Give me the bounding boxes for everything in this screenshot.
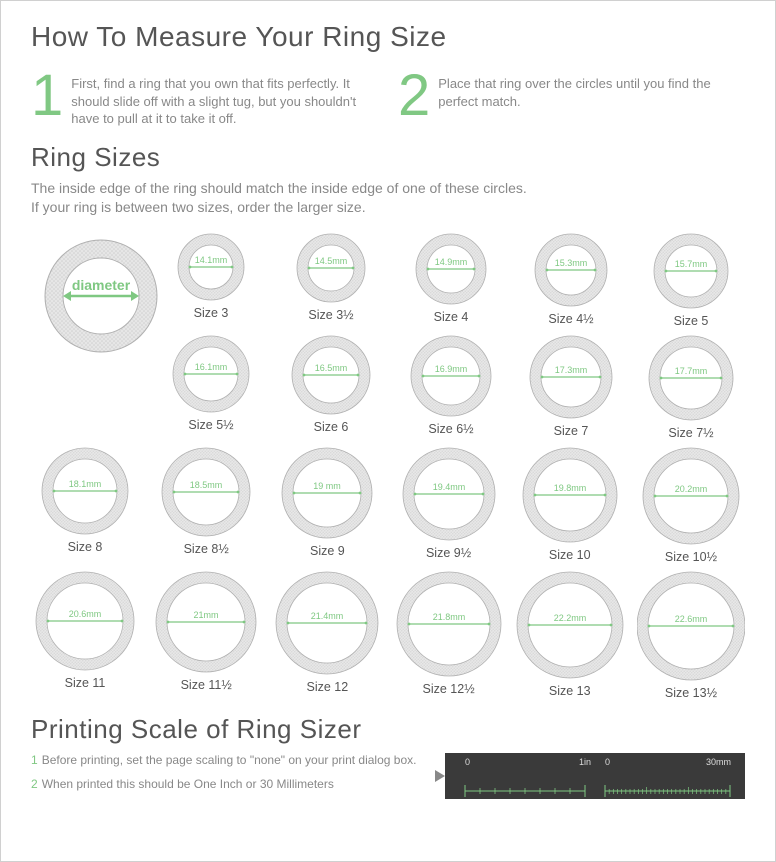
step-2-number: 2 (398, 71, 430, 120)
ring-mm-label: 22.2mm (553, 613, 586, 623)
ring-size-label: Size 11½ (181, 678, 232, 692)
printing-step: 1 Before printing, set the page scaling t… (31, 751, 425, 769)
ring-size-label: Size 7 (554, 424, 589, 438)
ring-cell: 22.6mm Size 13½ (637, 570, 745, 700)
ring-cell: 17.3mm Size 7 (517, 334, 625, 440)
ring-mm-label: 19.8mm (553, 483, 586, 493)
ring-cell: 17.7mm Size 7½ (637, 334, 745, 440)
ring-mm-label: 14.9mm (435, 257, 468, 267)
ring-size-label: Size 5½ (188, 418, 233, 432)
ring-cell: 18.5mm Size 8½ (152, 446, 260, 564)
printing-step-num: 1 (31, 753, 38, 767)
ring-mm-label: 14.1mm (195, 255, 228, 265)
steps-row: 1 First, find a ring that you own that f… (31, 71, 745, 128)
ring-mm-label: 19.4mm (432, 482, 465, 492)
ring-cell: 16.9mm Size 6½ (397, 334, 505, 440)
svg-text:30mm: 30mm (706, 757, 731, 767)
ring-cell: 21.4mm Size 12 (273, 570, 381, 700)
ring-mm-label: 18.5mm (190, 480, 223, 490)
printing-title: Printing Scale of Ring Sizer (31, 714, 745, 745)
ring-size-label: Size 10½ (665, 550, 717, 564)
ring-mm-label: 21.4mm (311, 611, 344, 621)
ring-cell: 18.1mm Size 8 (31, 446, 139, 564)
ring-mm-label: 22.6mm (675, 614, 708, 624)
ring-size-label: Size 10 (549, 548, 591, 562)
ring-mm-label: 15.3mm (555, 258, 588, 268)
printing-steps-list: 1 Before printing, set the page scaling t… (31, 751, 425, 793)
ring-cell: 20.2mm Size 10½ (637, 446, 745, 564)
step-1-number: 1 (31, 71, 63, 120)
scale-ruler: 0 1in 0 30mm (445, 753, 745, 799)
ring-size-label: Size 12½ (423, 682, 475, 696)
ring-mm-label: 19 mm (314, 481, 342, 491)
ring-mm-label: 18.1mm (69, 479, 102, 489)
ring-size-label: Size 6½ (428, 422, 473, 436)
ring-size-label: Size 5 (674, 314, 709, 328)
printing-step-text: Before printing, set the page scaling to… (42, 753, 417, 767)
ring-cell: 15.7mm Size 5 (637, 232, 745, 328)
svg-text:0: 0 (465, 757, 470, 767)
ring-sizes-title: Ring Sizes (31, 142, 745, 173)
ring-size-label: Size 7½ (668, 426, 713, 440)
ring-cell: 19.8mm Size 10 (516, 446, 624, 564)
ring-cell: 15.3mm Size 4½ (517, 232, 625, 328)
svg-text:0: 0 (605, 757, 610, 767)
ring-cell: 20.6mm Size 11 (31, 570, 139, 700)
ring-mm-label: 16.1mm (195, 362, 228, 372)
ring-cell: 21mm Size 11½ (152, 570, 260, 700)
printing-step: 2 When printed this should be One Inch or… (31, 775, 425, 793)
ring-sizes-desc: The inside edge of the ring should match… (31, 179, 745, 218)
ring-mm-label: 16.5mm (315, 363, 348, 373)
printing-step-num: 2 (31, 777, 38, 791)
step-2: 2 Place that ring over the circles until… (398, 71, 745, 128)
ring-mm-label: 20.6mm (69, 609, 102, 619)
ring-size-label: Size 8½ (184, 542, 229, 556)
ring-size-label: Size 9 (310, 544, 345, 558)
ring-sizes-area: diameter 14.1mm Size 3 (31, 232, 745, 700)
diameter-example-ring: diameter (41, 236, 161, 356)
printing-step-text: When printed this should be One Inch or … (42, 777, 334, 791)
ring-size-label: Size 13 (549, 684, 591, 698)
ring-cell: 19.4mm Size 9½ (395, 446, 503, 564)
ring-mm-label: 17.3mm (555, 365, 588, 375)
ring-size-label: Size 8 (68, 540, 103, 554)
ring-size-label: Size 6 (314, 420, 349, 434)
ring-mm-label: 16.9mm (435, 364, 468, 374)
ring-cell: 14.9mm Size 4 (397, 232, 505, 328)
step-2-text: Place that ring over the circles until y… (438, 71, 745, 110)
ring-size-label: Size 9½ (426, 546, 471, 560)
svg-text:1in: 1in (579, 757, 591, 767)
ring-cell: 21.8mm Size 12½ (395, 570, 503, 700)
page-title: How To Measure Your Ring Size (31, 21, 745, 53)
ring-row: 18.1mm Size 8 18.5mm Size 8½ 1 (31, 446, 745, 564)
ring-mm-label: 21mm (194, 610, 219, 620)
ring-size-label: Size 11 (65, 676, 106, 690)
ring-cell: 22.2mm Size 13 (516, 570, 624, 700)
ruler-pointer-icon (435, 770, 445, 782)
ring-mm-label: 15.7mm (675, 259, 708, 269)
ring-cell: 14.1mm Size 3 (157, 232, 265, 328)
ring-mm-label: 20.2mm (675, 484, 708, 494)
ring-size-label: Size 13½ (665, 686, 717, 700)
step-1: 1 First, find a ring that you own that f… (31, 71, 378, 128)
ring-cell: 16.5mm Size 6 (277, 334, 385, 440)
step-1-text: First, find a ring that you own that fit… (71, 71, 378, 128)
ring-size-label: Size 3½ (308, 308, 353, 322)
ring-mm-label: 14.5mm (315, 256, 348, 266)
ring-mm-label: 17.7mm (675, 366, 708, 376)
ring-size-label: Size 4 (434, 310, 469, 324)
printing-section: 1 Before printing, set the page scaling t… (31, 751, 745, 799)
ring-size-label: Size 12 (307, 680, 349, 694)
ring-cell: 16.1mm Size 5½ (157, 334, 265, 440)
ring-row: 20.6mm Size 11 21mm Size 11½ 2 (31, 570, 745, 700)
ring-size-label: Size 3 (194, 306, 229, 320)
ring-cell: 14.5mm Size 3½ (277, 232, 385, 328)
ring-mm-label: 21.8mm (432, 612, 465, 622)
ring-size-label: Size 4½ (548, 312, 593, 326)
ring-cell: 19 mm Size 9 (273, 446, 381, 564)
diameter-label: diameter (72, 277, 131, 293)
